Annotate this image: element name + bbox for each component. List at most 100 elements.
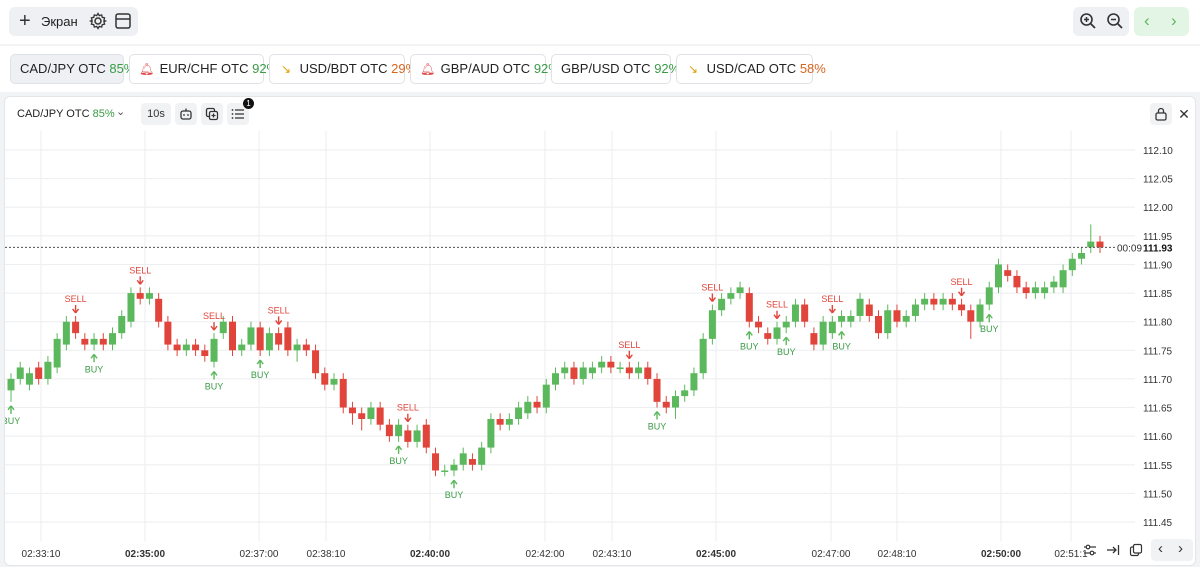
zoom-controls [1073, 7, 1129, 36]
asset-tab-payout: 85% [109, 61, 136, 76]
candle-body [1068, 258, 1076, 271]
candle-body [819, 321, 827, 345]
candle-body [773, 327, 781, 339]
candle-body [348, 407, 356, 414]
candle-body [958, 304, 966, 311]
candle-body [653, 378, 661, 402]
candle-body [1022, 287, 1030, 294]
zoom-out-icon[interactable] [1106, 12, 1124, 30]
bot-button[interactable] [175, 103, 197, 125]
x-tick-label: 02:37:00 [240, 549, 279, 560]
candle-body [468, 459, 476, 465]
candle-body [182, 344, 190, 351]
zoom-in-icon[interactable] [1079, 12, 1097, 30]
buy-arrow-icon [395, 445, 403, 454]
lock-icon [1155, 107, 1167, 121]
y-tick-label: 111.55 [1143, 461, 1173, 472]
buy-marker-label: BUY [251, 370, 270, 380]
symbol-selector[interactable]: CAD/JPY OTC 85% [17, 108, 115, 120]
candle-body [625, 367, 633, 374]
candle-body [561, 367, 569, 374]
x-tick-label: 02:38:10 [307, 549, 346, 560]
candle-body [893, 310, 901, 322]
candle-body [275, 333, 283, 345]
trend-down-icon: ↘ [687, 62, 699, 76]
y-tick-label: 112.10 [1143, 146, 1173, 157]
candle-body [81, 338, 89, 345]
x-tick-label: 02:43:10 [593, 549, 632, 560]
asset-tabs-bar: CAD/JPY OTC 85% 🔔︎ EUR/CHF OTC 92% ↘ USD… [0, 46, 1200, 92]
close-icon[interactable]: ✕ [1178, 106, 1190, 122]
candle-body [1013, 275, 1021, 288]
candle-body [708, 310, 716, 339]
candle-body [339, 378, 347, 408]
asset-tab[interactable]: 🔔︎ GBP/AUD OTC 92% [410, 54, 560, 84]
asset-tab[interactable]: ↘ USD/CAD OTC 58% [676, 54, 826, 84]
y-tick-label: 111.60 [1143, 432, 1173, 443]
asset-tab[interactable]: 🔔︎ EUR/CHF OTC 92% [129, 54, 278, 84]
asset-nav-controls: ‹ › [1134, 7, 1189, 36]
asset-tab[interactable]: ↘ USD/BDT OTC 29% [269, 54, 417, 84]
candle-body [109, 333, 117, 345]
settings-sliders-icon[interactable] [1083, 543, 1097, 557]
copy-icon[interactable] [1129, 543, 1143, 557]
scroll-to-end-icon[interactable] [1106, 543, 1120, 557]
buy-arrow-icon [450, 479, 458, 489]
candle-body [588, 367, 596, 374]
buy-marker-label: BUY [832, 341, 851, 351]
lock-button[interactable] [1150, 103, 1172, 125]
candle-body [671, 396, 679, 408]
candle-body [284, 327, 292, 351]
y-tick-label: 112.05 [1143, 175, 1173, 186]
chevron-left-icon[interactable]: ‹ [1144, 11, 1150, 30]
candle-body [662, 401, 670, 408]
candle-body [1031, 287, 1039, 294]
candle-body [994, 264, 1002, 288]
candle-body [976, 304, 984, 322]
candle-body [967, 310, 975, 322]
y-tick-label: 111.75 [1143, 346, 1173, 357]
add-window-icon [205, 107, 219, 121]
candle-body [192, 344, 200, 351]
candle-body [72, 321, 80, 334]
x-tick-label: 02:45:00 [696, 549, 736, 560]
sell-marker-label: SELL [268, 305, 290, 315]
chevron-right-icon[interactable]: › [1171, 11, 1177, 30]
candlestick-chart[interactable]: 112.10 112.05 112.00 111.95 111.90 111.85 111.… [5, 131, 1196, 566]
candle-body [745, 293, 753, 322]
buy-arrow-icon [985, 313, 993, 323]
candle-body [930, 298, 938, 305]
candle-body [681, 390, 689, 397]
asset-tab[interactable]: CAD/JPY OTC 85% [10, 54, 135, 84]
candle-body [321, 373, 329, 385]
buy-arrow-icon [653, 411, 661, 420]
screen-menu-button[interactable]: + Экран [9, 7, 138, 36]
buy-arrow-icon [7, 405, 15, 414]
candle-body [939, 298, 947, 305]
asset-tab[interactable]: GBP/USD OTC 92% [551, 54, 680, 84]
sell-arrow-icon [773, 310, 781, 320]
add-chart-button[interactable] [201, 103, 223, 125]
y-tick-label: 111.80 [1143, 318, 1173, 329]
gear-icon[interactable] [88, 11, 108, 31]
candle-body [201, 350, 209, 357]
candle-body [1096, 241, 1104, 248]
chevron-down-icon[interactable]: ⌄ [116, 106, 126, 118]
candle-body [838, 315, 846, 322]
sell-arrow-icon [708, 293, 716, 302]
chevron-left-icon[interactable]: ‹ [1158, 540, 1163, 557]
candle-body [62, 321, 70, 345]
candle-body [90, 338, 98, 345]
candle-body [902, 315, 910, 322]
layout-icon[interactable] [114, 12, 132, 30]
sell-marker-label: SELL [701, 283, 723, 293]
candle-body [99, 338, 107, 345]
candle-body [404, 430, 412, 442]
chart-scroll-controls: ‹ › [1151, 539, 1193, 561]
candle-body [542, 384, 550, 408]
timeframe-button[interactable]: 10s [141, 103, 171, 125]
symbol-payout: 85% [92, 108, 115, 120]
sell-arrow-icon [275, 316, 283, 325]
indicators-button[interactable] [227, 103, 249, 125]
chevron-right-icon[interactable]: › [1178, 540, 1183, 557]
